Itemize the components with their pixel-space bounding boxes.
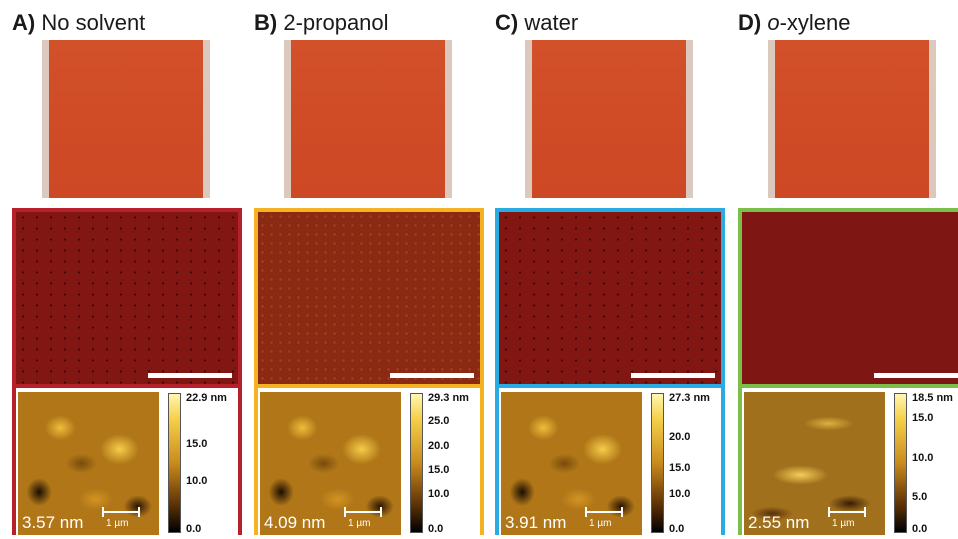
afm-scale-label: 1 µm	[589, 518, 612, 529]
panel-title: C) water	[495, 10, 578, 36]
roughness-label: 3.91 nm	[505, 513, 567, 532]
panel-letter: A)	[12, 10, 36, 35]
afm-section: 1 µm 4.09 nm 29.3 nm 25.0 20.0 15.0 10.0…	[258, 388, 480, 539]
afm-section: 1 µm 3.57 nm 22.9 nm 15.0 10.0 0.0	[16, 388, 238, 539]
optical-scale-bar	[148, 373, 232, 378]
colorbar-tick: 0.0	[912, 523, 928, 535]
micrograph-frame: 1 µm 4.09 nm 29.3 nm 25.0 20.0 15.0 10.0…	[254, 208, 484, 539]
colorbar-tick: 20.0	[428, 440, 450, 452]
micrograph-frame: 1 µm 3.91 nm 27.3 nm 20.0 15.0 10.0 0.0	[495, 208, 725, 539]
panel-water: C) water 1 µm 3.91 nm 27.3 nm 20.0 15.0 …	[495, 0, 725, 539]
colorbar-tick: 10.0	[912, 452, 934, 464]
afm-image: 1 µm 4.09 nm	[260, 392, 401, 535]
height-colorbar	[168, 393, 181, 533]
roughness-label: 3.57 nm	[22, 513, 84, 532]
optical-micrograph	[742, 212, 958, 384]
afm-scale-label: 1 µm	[832, 518, 855, 529]
colorbar-tick: 0.0	[186, 523, 202, 535]
micrograph-frame: 1 µm 3.57 nm 22.9 nm 15.0 10.0 0.0	[12, 208, 242, 539]
colorbar-tick: 15.0	[186, 438, 208, 450]
film-photo	[525, 40, 693, 198]
colorbar-tick: 27.3 nm	[669, 392, 710, 404]
colorbar-tick: 5.0	[912, 491, 928, 503]
colorbar-tick: 20.0	[669, 431, 691, 443]
micrograph-frame: 1 µm 2.55 nm 18.5 nm 15.0 10.0 5.0 0.0	[738, 208, 958, 539]
colorbar-tick: 29.3 nm	[428, 392, 469, 404]
film-photo	[284, 40, 452, 198]
afm-image: 1 µm 3.91 nm	[501, 392, 642, 535]
panel-o-xylene: D) o-xylene 1 µm 2.55 nm 18.5 nm 15.0 10…	[738, 0, 958, 539]
colorbar-tick: 15.0	[428, 464, 450, 476]
colorbar-tick: 15.0	[669, 462, 691, 474]
roughness-label: 2.55 nm	[748, 513, 810, 532]
solvent-label: -xylene	[779, 10, 851, 35]
afm-scale-label: 1 µm	[348, 518, 371, 529]
panel-2-propanol: B) 2-propanol 1 µm 4.09 nm 29.3 nm 25.0 …	[254, 0, 484, 539]
height-colorbar	[410, 393, 423, 533]
afm-section: 1 µm 2.55 nm 18.5 nm 15.0 10.0 5.0 0.0	[742, 388, 958, 539]
solvent-label: water	[524, 10, 579, 35]
afm-scale-bar	[828, 507, 866, 517]
optical-micrograph	[499, 212, 721, 384]
optical-scale-bar	[874, 373, 958, 378]
colorbar-tick: 10.0	[186, 475, 208, 487]
afm-scale-bar	[585, 507, 623, 517]
afm-section: 1 µm 3.91 nm 27.3 nm 20.0 15.0 10.0 0.0	[499, 388, 721, 539]
optical-micrograph	[16, 212, 238, 384]
optical-micrograph	[258, 212, 480, 384]
afm-image: 1 µm 2.55 nm	[744, 392, 885, 535]
panel-title: A) No solvent	[12, 10, 145, 36]
colorbar-tick: 10.0	[428, 488, 450, 500]
panel-title: D) o-xylene	[738, 10, 851, 36]
height-colorbar	[894, 393, 907, 533]
colorbar-tick: 0.0	[669, 523, 685, 535]
colorbar-tick: 10.0	[669, 488, 691, 500]
height-colorbar	[651, 393, 664, 533]
colorbar-tick: 22.9 nm	[186, 392, 227, 404]
afm-image: 1 µm 3.57 nm	[18, 392, 159, 535]
solvent-label-italic: o	[767, 10, 780, 35]
panel-letter: C)	[495, 10, 519, 35]
afm-scale-label: 1 µm	[106, 518, 129, 529]
optical-scale-bar	[390, 373, 474, 378]
panel-no-solvent: A) No solvent 1 µm 3.57 nm 22.9 nm 15.0 …	[12, 0, 242, 539]
afm-scale-bar	[102, 507, 140, 517]
solvent-label: No solvent	[41, 10, 146, 35]
panel-letter: D)	[738, 10, 762, 35]
colorbar-tick: 0.0	[428, 523, 444, 535]
film-photo	[42, 40, 210, 198]
colorbar-tick: 25.0	[428, 415, 450, 427]
colorbar-tick: 15.0	[912, 412, 934, 424]
panel-letter: B)	[254, 10, 278, 35]
afm-scale-bar	[344, 507, 382, 517]
colorbar-tick: 18.5 nm	[912, 392, 953, 404]
roughness-label: 4.09 nm	[264, 513, 326, 532]
panel-title: B) 2-propanol	[254, 10, 389, 36]
solvent-label: 2-propanol	[283, 10, 389, 35]
film-photo	[768, 40, 936, 198]
optical-scale-bar	[631, 373, 715, 378]
